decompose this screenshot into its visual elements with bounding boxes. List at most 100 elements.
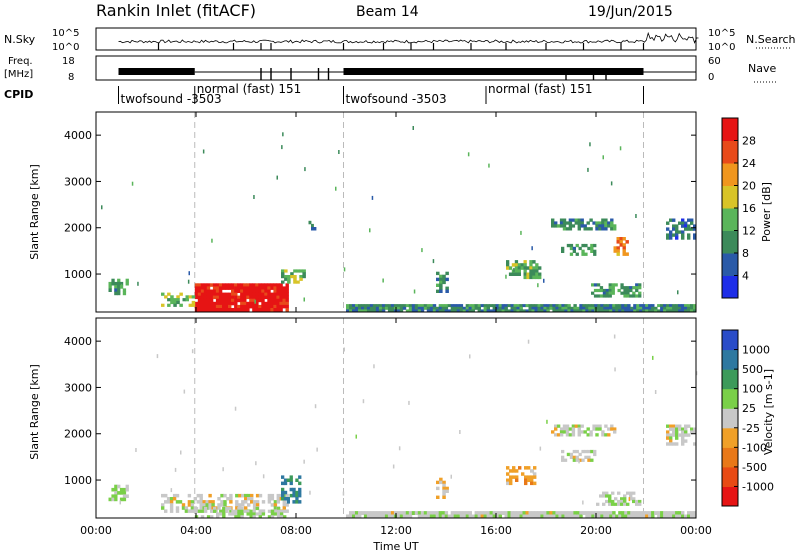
- data-cell: [196, 500, 200, 504]
- data-cell: [608, 499, 612, 504]
- data-cell: [492, 514, 496, 519]
- data-cell: [197, 283, 202, 287]
- data-cell: [576, 306, 580, 310]
- data-cell: [161, 506, 165, 510]
- data-cell: [222, 292, 226, 297]
- data-cell: [638, 499, 642, 504]
- data-cell: [295, 493, 299, 498]
- data-cell: [255, 283, 259, 287]
- data-cell: [197, 286, 202, 290]
- data-cell: [264, 308, 268, 312]
- data-cell: [598, 424, 602, 428]
- data-cell: [203, 304, 208, 309]
- data-cell: [289, 487, 293, 492]
- data-cell: [610, 224, 614, 228]
- data-cell: [261, 308, 265, 312]
- data-cell: [436, 283, 440, 287]
- data-cell: [396, 306, 401, 310]
- data-cell: [270, 298, 274, 303]
- colorbar-tick-label: -1000: [742, 480, 774, 493]
- data-cell: [173, 300, 177, 305]
- data-cell: [375, 306, 380, 310]
- data-cell: [439, 280, 443, 285]
- colorbar-cell: [722, 369, 738, 390]
- data-cell: [211, 500, 215, 504]
- data-cell: [567, 511, 571, 515]
- data-cell: [666, 442, 670, 446]
- data-cell: [255, 301, 259, 306]
- data-cell: [577, 427, 581, 431]
- data-cell: [252, 286, 256, 290]
- data-cell: [445, 286, 449, 290]
- data-cell: [584, 243, 588, 248]
- freq-unit-label: [MHz]: [4, 69, 33, 80]
- data-cell: [279, 286, 283, 290]
- data-cell: [572, 449, 576, 454]
- data-cell: [111, 497, 115, 502]
- data-cell: [261, 509, 266, 513]
- data-cell: [289, 478, 293, 482]
- data-cell: [439, 477, 443, 482]
- colorbar-tick-label: 500: [742, 363, 763, 376]
- data-cell: [558, 309, 562, 313]
- data-cell: [593, 283, 598, 287]
- data-cell: [601, 218, 605, 222]
- data-cell: [549, 514, 553, 519]
- data-cell: [675, 430, 679, 434]
- data-cell: [283, 478, 288, 482]
- data-cell: [554, 433, 558, 437]
- data-cell: [483, 511, 487, 515]
- data-cell: [613, 224, 617, 228]
- data-cell: [509, 478, 513, 482]
- nsky-panel: [95, 27, 697, 51]
- data-cell: [444, 304, 449, 308]
- data-cell: [469, 354, 471, 359]
- data-cell: [442, 280, 446, 285]
- data-cell: [471, 304, 475, 308]
- data-cell: [600, 309, 604, 313]
- data-cell: [608, 283, 612, 287]
- data-cell: [581, 449, 585, 454]
- data-cell: [540, 511, 544, 515]
- data-cell: [200, 298, 205, 303]
- colorbar-cell: [722, 253, 738, 276]
- data-cell: [645, 306, 649, 310]
- xtick-label: 08:00: [280, 524, 312, 537]
- data-cell: [290, 275, 294, 279]
- data-cell: [551, 224, 555, 228]
- data-cell: [292, 487, 296, 492]
- data-cell: [241, 493, 245, 498]
- data-cell: [516, 511, 520, 515]
- data-cell: [593, 449, 597, 454]
- data-cell: [372, 514, 377, 519]
- data-cell: [229, 493, 233, 498]
- data-cell: [630, 514, 634, 519]
- data-cell: [244, 500, 248, 504]
- data-cell: [465, 306, 470, 310]
- data-cell: [228, 295, 232, 300]
- data-cell: [571, 433, 576, 437]
- data-cell: [483, 309, 487, 313]
- data-cell: [533, 475, 537, 479]
- nsky-line: [118, 31, 699, 44]
- data-cell: [604, 218, 608, 222]
- data-cell: [583, 224, 587, 228]
- data-cell: [293, 275, 297, 279]
- nave-tick-top: 60: [708, 56, 721, 67]
- colorbar-cell: [722, 118, 738, 141]
- data-cell: [267, 298, 271, 303]
- data-cell: [622, 246, 626, 250]
- data-cell: [311, 223, 314, 228]
- data-cell: [222, 301, 226, 306]
- data-cell: [602, 491, 606, 495]
- data-cell: [276, 497, 280, 501]
- data-cell: [462, 309, 467, 313]
- data-cell: [564, 514, 568, 519]
- data-cell: [185, 295, 189, 299]
- data-cell: [285, 301, 289, 306]
- data-cell: [193, 497, 197, 501]
- data-cell: [249, 301, 253, 306]
- data-cell: [279, 512, 284, 516]
- data-cell: [693, 511, 697, 515]
- data-cell: [483, 304, 487, 308]
